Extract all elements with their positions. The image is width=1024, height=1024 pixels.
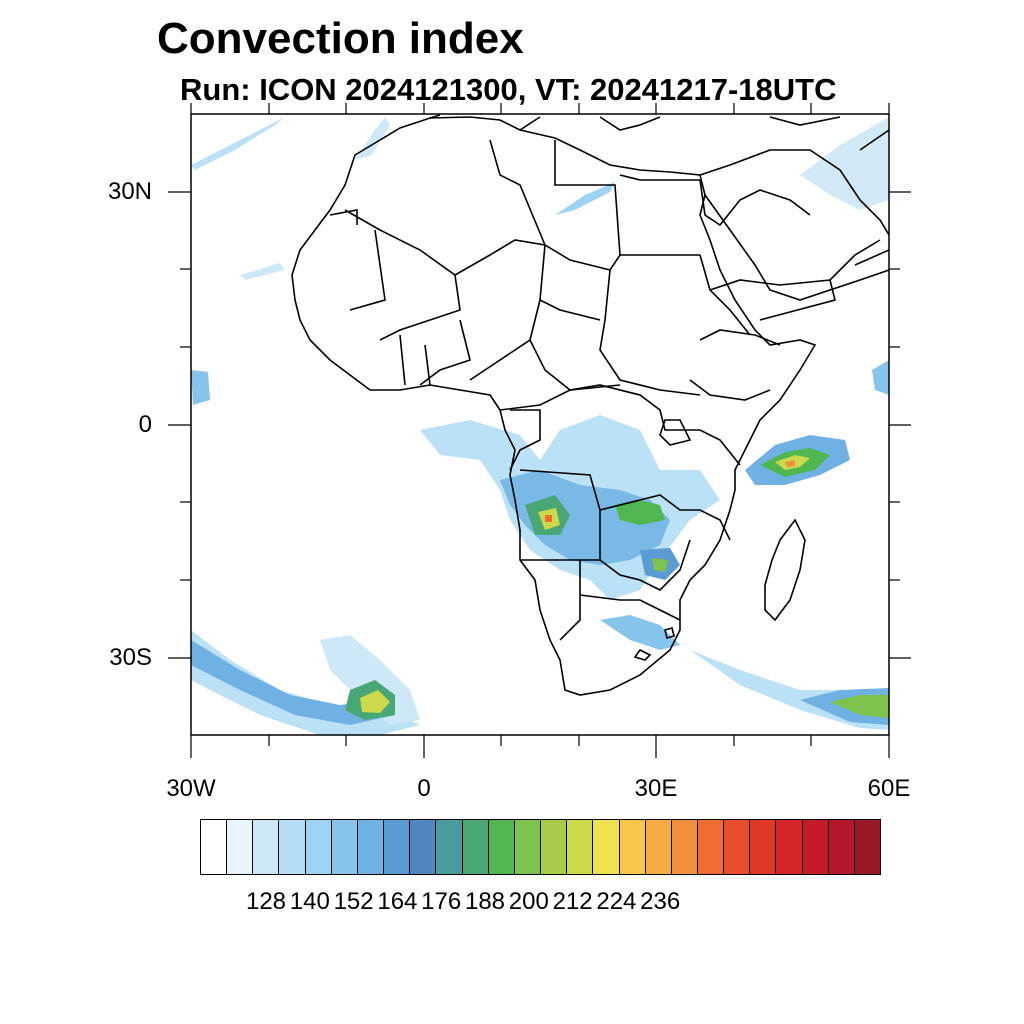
colorbar-box xyxy=(384,820,411,874)
country-border xyxy=(509,409,541,471)
colorbar-box xyxy=(828,820,855,874)
colorbar-label: 188 xyxy=(464,888,506,915)
colorbar-box xyxy=(697,820,725,874)
colorbar-box xyxy=(802,820,829,874)
map-subtitle: Run: ICON 2024121300, VT: 20241217-18UTC xyxy=(180,72,837,107)
colorbar-box xyxy=(253,820,280,874)
colorbar-label: 152 xyxy=(333,888,374,915)
colorbar-box xyxy=(436,820,463,874)
convection-area xyxy=(785,460,795,467)
map-title: Convection index xyxy=(157,14,524,63)
colorbar-box xyxy=(645,820,672,874)
colorbar-box xyxy=(750,820,777,874)
colorbar-label: 224 xyxy=(596,888,637,915)
country-border xyxy=(659,419,692,446)
colorbar-box xyxy=(488,820,515,874)
colorbar-box xyxy=(331,820,358,874)
arabia-coastline xyxy=(699,149,889,301)
colorbar-label: 236 xyxy=(640,888,681,915)
convection-area xyxy=(615,500,665,525)
colorbar-box xyxy=(593,820,620,874)
country-border xyxy=(519,469,601,561)
convection-area xyxy=(500,470,670,565)
colorbar-box xyxy=(619,820,646,874)
lat-label-0: 0 xyxy=(138,411,152,438)
lon-label-60e: 60E xyxy=(867,775,911,802)
colorbar-box xyxy=(854,820,881,874)
convection-area xyxy=(872,360,889,395)
colorbar-label: 128 xyxy=(245,888,287,915)
colorbar-box xyxy=(724,820,751,874)
colorbar-box xyxy=(357,820,385,874)
colorbar-box xyxy=(567,820,594,874)
country-border xyxy=(559,560,681,641)
convection-area xyxy=(555,182,615,215)
convection-area xyxy=(355,117,390,160)
country-border xyxy=(599,539,691,591)
colorbar-box xyxy=(305,820,332,874)
convection-area xyxy=(800,117,889,210)
country-border xyxy=(489,139,700,256)
convection-area xyxy=(360,690,390,713)
colorbar-box xyxy=(671,820,698,874)
colorbar-box xyxy=(279,820,306,874)
convection-shading xyxy=(191,117,889,735)
madagascar-coastline xyxy=(764,518,806,622)
colorbar-label: 200 xyxy=(508,888,549,915)
lon-label-30w: 30W xyxy=(166,775,216,802)
convection-area xyxy=(545,515,552,522)
colorbar-box xyxy=(201,820,228,874)
country-border xyxy=(633,627,675,661)
colorbar-label: 164 xyxy=(377,888,418,915)
convection-area xyxy=(830,695,889,718)
country-border xyxy=(469,244,701,396)
colorbar-box xyxy=(514,820,542,874)
africa-coastline xyxy=(291,116,817,696)
convection-area xyxy=(240,263,285,280)
convection-area xyxy=(191,117,285,170)
lat-label-30s: 30S xyxy=(109,644,152,671)
country-border xyxy=(699,179,811,227)
colorbar-label: 176 xyxy=(421,888,462,915)
colorbar-label: 140 xyxy=(289,888,330,915)
country-border xyxy=(599,494,731,541)
country-border xyxy=(499,384,741,466)
convection-area xyxy=(652,558,668,572)
country-border xyxy=(329,209,461,341)
lat-label-30n: 30N xyxy=(107,178,152,205)
country-border xyxy=(344,209,700,276)
colorbar-box xyxy=(462,820,489,874)
colorbar-box xyxy=(541,820,568,874)
country-border xyxy=(399,319,471,386)
country-border xyxy=(709,239,889,321)
axis-ticks xyxy=(168,103,911,758)
lon-label-0: 0 xyxy=(417,775,431,802)
europe-coastline xyxy=(429,114,889,151)
coastlines xyxy=(291,114,889,696)
colorbar-label: 212 xyxy=(552,888,593,915)
convection-area xyxy=(600,615,680,650)
colorbar-box xyxy=(227,820,254,874)
country-border xyxy=(529,299,621,391)
colorbar-box xyxy=(776,820,803,874)
colorbar-box xyxy=(410,820,437,874)
convection-area xyxy=(191,370,210,405)
colorbar xyxy=(200,819,881,875)
lon-label-30e: 30E xyxy=(634,775,678,802)
country-border xyxy=(689,254,781,401)
